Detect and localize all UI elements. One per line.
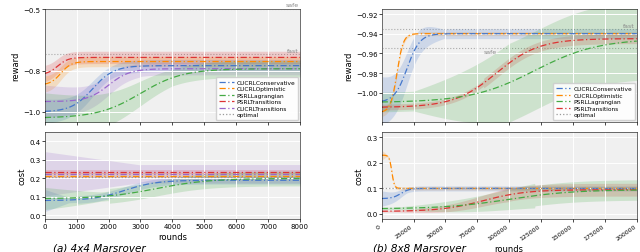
Text: (a) 4x4 Marsrover: (a) 4x4 Marsrover [53,243,145,252]
X-axis label: rounds: rounds [495,244,524,252]
Y-axis label: cost: cost [18,167,27,184]
Text: (b) 8x8 Marsrover: (b) 8x8 Marsrover [372,243,466,252]
Y-axis label: reward: reward [12,52,20,81]
Y-axis label: reward: reward [344,52,353,81]
Text: fast: fast [287,48,298,53]
Text: safe: safe [484,50,497,55]
Text: safe: safe [285,4,298,9]
Legend: CUCRLConservative, CUCRLOptimistic, PSRLLagrangian, PSRLTransitions, CUCRLTransi: CUCRLConservative, CUCRLOptimistic, PSRL… [216,77,298,121]
X-axis label: rounds: rounds [158,232,187,241]
Legend: CUCRLConservative, CUCRLOptimistic, PSRLLagrangian, PSRLTransitions, optimal: CUCRLConservative, CUCRLOptimistic, PSRL… [553,84,635,121]
Y-axis label: cost: cost [355,167,364,184]
Text: fast: fast [623,24,634,29]
